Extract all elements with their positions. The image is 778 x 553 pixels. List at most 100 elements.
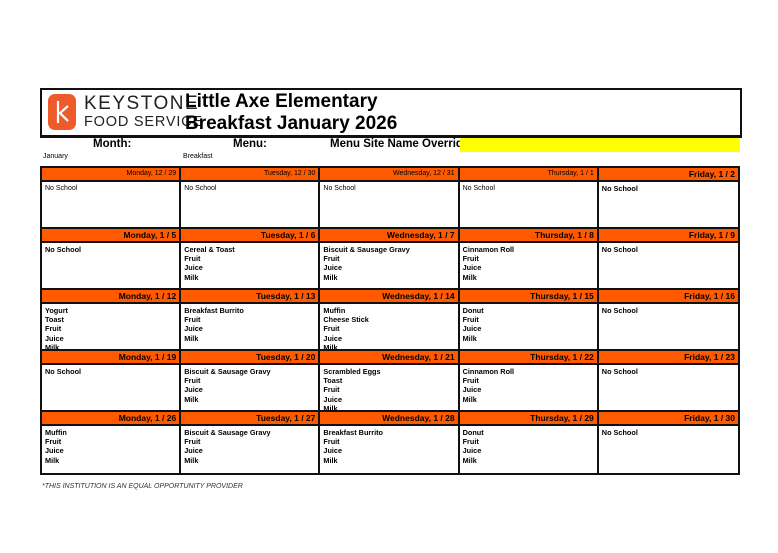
month-label: Month: — [93, 138, 132, 150]
menu-items: No School — [320, 182, 457, 195]
day-header: Friday, 1 / 9 — [598, 229, 738, 243]
menu-item: No School — [45, 245, 82, 254]
day-header: Monday, 12 / 29 — [42, 168, 180, 182]
menu-items: No School — [599, 182, 738, 195]
day-cell: Wednesday, 12 / 31 No School — [320, 168, 460, 229]
menu-item: Juice — [462, 263, 482, 273]
override-field[interactable] — [460, 138, 740, 152]
menu-item: Milk — [45, 342, 60, 352]
menu-item: Biscuit & Sausage Gravy — [184, 428, 271, 437]
menu-item: Juice — [184, 385, 203, 395]
menu-items: Breakfast Burrito Fruit Juice Milk — [320, 426, 457, 467]
menu-items: No School — [42, 243, 179, 256]
week-row: Monday, 1 / 26 Muffin Fruit Juice Milk Tuesda… — [42, 412, 738, 473]
menu-item: Milk — [462, 272, 477, 282]
menu-items: No School — [42, 365, 179, 378]
menu-item: Donut — [462, 306, 484, 315]
day-header: Thursday, 1 / 1 — [459, 168, 597, 182]
override-label: Menu Site Name Override: — [330, 138, 474, 150]
menu-item: Milk — [184, 333, 199, 343]
menu-item: Fruit — [462, 315, 479, 325]
menu-item: Juice — [462, 324, 482, 334]
menu-items: Biscuit & Sausage Gravy Fruit Juice Milk — [181, 365, 318, 406]
menu-items: No School — [599, 243, 738, 256]
menu-items: Cinnamon Roll Fruit Juice Milk — [460, 243, 597, 284]
menu-value: Breakfast — [183, 153, 213, 160]
menu-item: Cinnamon Roll — [462, 245, 515, 254]
menu-items: No School — [181, 182, 318, 195]
menu-items: Breakfast Burrito Fruit Juice Milk — [181, 304, 318, 345]
menu-item: Milk — [323, 342, 338, 352]
day-header: Thursday, 1 / 29 — [459, 412, 597, 426]
menu-item: Fruit — [184, 254, 201, 264]
menu-item: No School — [45, 185, 78, 192]
menu-items: Scrambled Eggs Toast Fruit Juice Milk — [320, 365, 457, 415]
menu-item: Fruit — [45, 324, 62, 334]
menu-item: Fruit — [323, 254, 340, 264]
menu-item: Fruit — [45, 437, 62, 447]
menu-item: Fruit — [462, 254, 479, 264]
keystone-logo-icon — [48, 94, 76, 130]
day-cell: Thursday, 1 / 29 Donut Fruit Juice Milk — [459, 412, 599, 473]
menu-item: No School — [462, 185, 495, 192]
menu-item: No School — [601, 428, 638, 437]
menu-items: No School — [599, 426, 738, 439]
menu-item: Juice — [323, 333, 343, 343]
menu-item: Milk — [45, 455, 60, 465]
menu-item: Toast — [45, 315, 64, 325]
menu-item: Muffin — [45, 428, 67, 437]
menu-item: Juice — [184, 446, 203, 456]
day-header: Monday, 1 / 5 — [42, 229, 180, 243]
menu-item: Scrambled Eggs — [323, 367, 381, 376]
week-row: Monday, 1 / 12 Yogurt Toast Fruit Juice Milk T… — [42, 290, 738, 354]
menu-item: Milk — [323, 272, 338, 282]
calendar-grid: Monday, 12 / 29 No School Tuesday, 12 / 30… — [40, 166, 740, 475]
menu-item: Milk — [462, 333, 477, 343]
menu-item: No School — [601, 306, 638, 315]
menu-item: No School — [601, 184, 638, 193]
menu-item: No School — [184, 185, 217, 192]
menu-item: Milk — [323, 455, 338, 465]
menu-item: Milk — [184, 455, 199, 465]
menu-item: Milk — [184, 272, 199, 282]
day-cell: Friday, 1 / 9 No School — [598, 229, 738, 290]
menu-item: No School — [601, 245, 638, 254]
footer-note: *THIS INSTITUTION IS AN EQUAL OPPORTUNIT… — [42, 483, 243, 490]
menu-item: Biscuit & Sausage Gravy — [323, 245, 410, 254]
brand-subtitle: FOOD SERVICE — [84, 114, 203, 130]
day-header: Friday, 1 / 2 — [598, 168, 738, 182]
day-cell: Tuesday, 1 / 20 Biscuit & Sausage Gravy Fr… — [181, 351, 321, 412]
menu-items: Donut Fruit Juice Milk — [460, 426, 597, 467]
menu-item: Breakfast Burrito — [184, 306, 244, 315]
day-header: Tuesday, 1 / 20 — [181, 351, 319, 365]
day-header: Tuesday, 12 / 30 — [181, 168, 319, 182]
day-cell: Friday, 1 / 2 No School — [598, 168, 738, 229]
day-cell: Friday, 1 / 30 No School — [598, 412, 738, 473]
day-cell: Monday, 1 / 5 No School — [42, 229, 182, 290]
day-header: Tuesday, 1 / 13 — [181, 290, 319, 304]
menu-item: No School — [45, 367, 82, 376]
menu-items: Biscuit & Sausage Gravy Fruit Juice Milk — [320, 243, 457, 284]
menu-item: Toast — [323, 376, 343, 386]
menu-items: Muffin Fruit Juice Milk — [42, 426, 179, 467]
day-header: Wednesday, 1 / 28 — [320, 412, 458, 426]
menu-item: Fruit — [462, 376, 479, 386]
week-row: Monday, 12 / 29 No School Tuesday, 12 / 30… — [42, 168, 738, 229]
menu-item: Juice — [462, 446, 482, 456]
menu-item: Biscuit & Sausage Gravy — [184, 367, 271, 376]
day-header: Thursday, 1 / 22 — [459, 351, 597, 365]
menu-item: Donut — [462, 428, 484, 437]
menu-items: No School — [599, 365, 738, 378]
menu-header: KEYSTONE FOOD SERVICE Little Axe Element… — [40, 88, 742, 138]
menu-items: Muffin Cheese Stick Fruit Juice Milk — [320, 304, 457, 354]
day-cell: Thursday, 1 / 1 No School — [459, 168, 599, 229]
day-cell: Friday, 1 / 23 No School — [598, 351, 738, 412]
day-header: Wednesday, 1 / 7 — [320, 229, 458, 243]
menu-item: No School — [323, 185, 356, 192]
month-value: January — [43, 153, 68, 160]
day-cell: Thursday, 1 / 8 Cinnamon Roll Fruit Juice Mi… — [459, 229, 599, 290]
menu-item: Cheese Stick — [323, 315, 369, 325]
menu-items: Yogurt Toast Fruit Juice Milk — [42, 304, 179, 354]
menu-item: Juice — [323, 394, 343, 404]
day-header: Monday, 1 / 19 — [42, 351, 180, 365]
